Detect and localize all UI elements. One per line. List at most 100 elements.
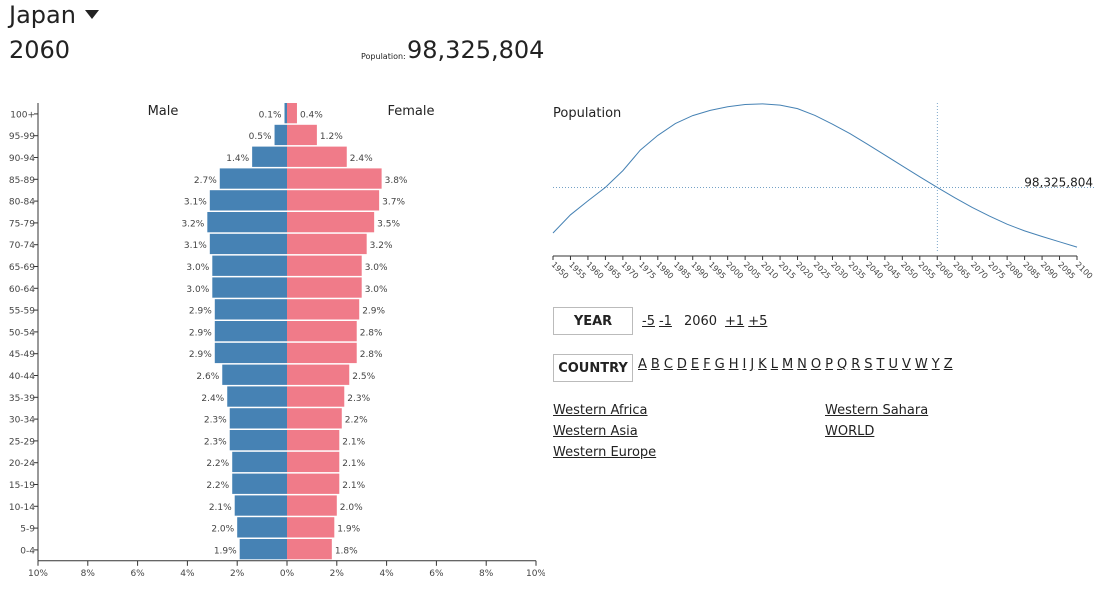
- chart-title: Population: [553, 106, 621, 121]
- age-label: 50-54: [9, 328, 35, 338]
- female-pct-label: 1.9%: [337, 525, 360, 535]
- male-bar: [234, 495, 287, 516]
- letter-link-p[interactable]: P: [825, 357, 833, 372]
- letter-link-u[interactable]: U: [888, 357, 898, 372]
- region-link-western-asia[interactable]: Western Asia: [553, 424, 638, 439]
- letter-link-j[interactable]: J: [750, 357, 755, 372]
- region-link-western-africa[interactable]: Western Africa: [553, 403, 648, 418]
- year-button[interactable]: YEAR: [553, 307, 633, 335]
- population-label: Population:: [361, 52, 406, 61]
- female-bar: [287, 255, 362, 276]
- age-label: 80-84: [9, 198, 35, 208]
- age-label: 85-89: [9, 176, 35, 186]
- letter-link-y[interactable]: Y: [931, 357, 940, 372]
- female-pct-label: 2.1%: [342, 459, 365, 469]
- letter-link-n[interactable]: N: [797, 357, 807, 372]
- region-link-western-sahara[interactable]: Western Sahara: [825, 403, 929, 418]
- chart-x-tick-label: 2095: [1056, 260, 1077, 281]
- chart-x-tick-label: 2045: [881, 260, 902, 281]
- chart-x-tick-label: 2030: [829, 260, 850, 281]
- age-label: 55-59: [9, 307, 35, 317]
- country-selector[interactable]: Japan: [9, 1, 99, 29]
- male-bar: [229, 408, 287, 429]
- letter-link-i[interactable]: I: [742, 357, 747, 372]
- chart-x-tick-label: 1955: [567, 260, 588, 281]
- letter-link-g[interactable]: G: [714, 357, 725, 372]
- male-pct-label: 2.0%: [211, 525, 234, 535]
- age-label: 70-74: [9, 241, 35, 251]
- male-pct-label: 2.3%: [204, 437, 227, 447]
- chart-x-tick-label: 2010: [759, 260, 780, 281]
- letter-link-h[interactable]: H: [728, 357, 739, 372]
- male-pct-label: 2.9%: [189, 307, 212, 317]
- age-label: 30-34: [9, 416, 35, 426]
- male-pct-label: 2.7%: [194, 176, 217, 186]
- female-bar: [287, 430, 340, 451]
- female-bar: [287, 168, 382, 189]
- letter-link-d[interactable]: D: [676, 357, 687, 372]
- letter-link-v[interactable]: V: [902, 357, 911, 372]
- female-pct-label: 3.8%: [385, 176, 408, 186]
- male-bar: [232, 451, 287, 473]
- letter-link-r[interactable]: R: [851, 357, 861, 372]
- female-bar: [287, 124, 317, 146]
- age-label: 90-94: [9, 154, 35, 164]
- male-pct-label: 2.9%: [189, 350, 212, 360]
- region-link-western-europe[interactable]: Western Europe: [553, 445, 657, 460]
- chart-x-tick-label: 1950: [550, 260, 571, 281]
- letter-link-k[interactable]: K: [758, 357, 767, 372]
- chart-x-tick-label: 1980: [654, 260, 675, 281]
- female-pct-label: 3.2%: [370, 241, 393, 251]
- male-bar: [222, 364, 287, 385]
- letter-link-w[interactable]: W: [914, 357, 928, 372]
- male-pct-label: 2.6%: [196, 372, 219, 382]
- male-pct-label: 3.2%: [181, 219, 204, 229]
- year-minus-1-link[interactable]: -1: [658, 314, 672, 329]
- letter-link-m[interactable]: M: [781, 357, 794, 372]
- female-label: Female: [387, 104, 434, 119]
- chart-x-tick-label: 2055: [916, 260, 937, 281]
- country-button[interactable]: COUNTRY: [553, 354, 633, 382]
- chart-x-tick-label: 2050: [899, 260, 920, 281]
- female-bar: [287, 212, 375, 233]
- female-pct-label: 2.3%: [347, 394, 370, 404]
- chart-x-tick-label: 2070: [969, 260, 990, 281]
- letter-link-b[interactable]: B: [650, 357, 660, 372]
- age-label: 60-64: [9, 285, 35, 295]
- male-bar: [284, 103, 287, 124]
- male-bar: [209, 233, 287, 255]
- letter-link-z[interactable]: Z: [943, 357, 953, 372]
- x-tick-label: 6%: [130, 569, 145, 579]
- chart-x-tick-label: 2080: [1004, 260, 1025, 281]
- letter-link-a[interactable]: A: [638, 357, 647, 372]
- letter-link-f[interactable]: F: [703, 357, 711, 372]
- letter-link-s[interactable]: S: [864, 357, 873, 372]
- female-bar: [287, 408, 342, 429]
- chart-x-tick-label: 1990: [689, 260, 710, 281]
- female-pct-label: 2.8%: [360, 350, 383, 360]
- year-plus-1-link[interactable]: +1: [725, 314, 745, 329]
- year-plus-5-link[interactable]: +5: [748, 314, 768, 329]
- x-tick-label: 2%: [230, 569, 245, 579]
- male-bar: [214, 321, 287, 342]
- female-pct-label: 2.4%: [350, 154, 373, 164]
- letter-link-o[interactable]: O: [810, 357, 822, 372]
- current-year: 2060: [683, 314, 718, 329]
- age-label: 0-4: [20, 546, 35, 556]
- letter-link-l[interactable]: L: [770, 357, 778, 372]
- female-pct-label: 0.4%: [300, 110, 323, 120]
- male-bar: [232, 473, 287, 494]
- letter-link-c[interactable]: C: [663, 357, 673, 372]
- region-link-world[interactable]: WORLD: [825, 424, 875, 439]
- letter-link-t[interactable]: T: [876, 357, 885, 372]
- year-minus-5-link[interactable]: -5: [642, 314, 655, 329]
- male-pct-label: 3.0%: [186, 285, 209, 295]
- year-controls: -5 -1 2060 +1 +5: [642, 314, 775, 329]
- x-tick-label: 8%: [81, 569, 96, 579]
- letter-link-q[interactable]: Q: [836, 357, 848, 372]
- male-pct-label: 2.1%: [209, 503, 232, 513]
- age-label: 100+: [10, 110, 35, 120]
- letter-link-e[interactable]: E: [690, 357, 700, 372]
- chart-x-tick-label: 2025: [812, 260, 833, 281]
- male-bar: [214, 299, 287, 320]
